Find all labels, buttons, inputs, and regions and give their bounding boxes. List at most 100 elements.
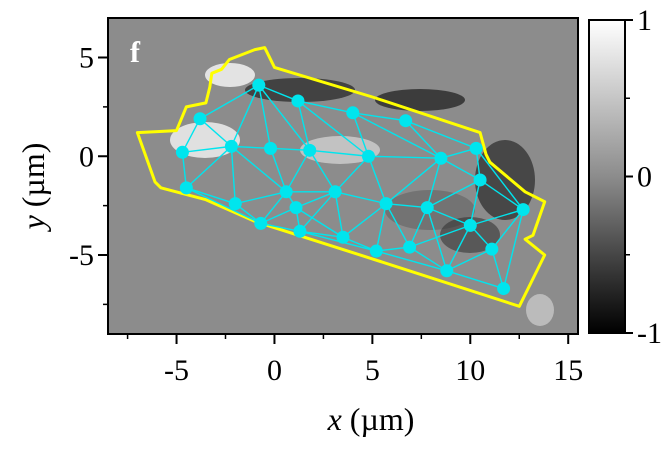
mesh-edges — [181, 84, 524, 290]
mesh-edge — [199, 118, 232, 147]
mesh-edge — [368, 155, 441, 159]
mesh-node — [497, 282, 511, 296]
mesh-edge — [186, 187, 262, 225]
mesh-edge — [295, 191, 336, 209]
mesh-node — [346, 106, 360, 120]
y-tick-label: 0 — [79, 140, 94, 173]
x-tick-label: 10 — [455, 354, 485, 387]
mesh-edge — [231, 145, 271, 150]
mesh-edge — [299, 191, 336, 232]
y-tick-label: -5 — [69, 239, 94, 272]
x-tick-label: 15 — [553, 354, 583, 387]
mesh-edge — [426, 207, 448, 272]
mesh-node — [379, 197, 393, 211]
mesh-node — [252, 78, 266, 92]
mesh-edge — [469, 179, 481, 226]
mesh-edge — [258, 84, 299, 102]
mesh-edge — [408, 207, 428, 248]
mesh-node — [463, 218, 477, 232]
mesh-node — [399, 114, 413, 128]
mesh-node — [485, 242, 499, 256]
mesh-edge — [285, 149, 311, 193]
mesh-edge — [185, 145, 232, 189]
y-axis-variable: y — [15, 214, 51, 232]
mesh-nodes — [175, 78, 530, 296]
heatmap-dark-region — [375, 89, 465, 111]
mesh-edge — [297, 100, 311, 151]
heatmap-image — [108, 18, 578, 334]
heatmap-bright-region — [205, 63, 255, 87]
mesh-edge — [295, 207, 344, 238]
mesh-edge — [199, 84, 260, 120]
mesh-edge — [297, 100, 369, 157]
mesh-edge — [386, 202, 428, 209]
mesh-node — [469, 141, 483, 155]
mesh-node — [279, 185, 293, 199]
mesh-edge — [502, 209, 524, 289]
mesh-node — [420, 201, 434, 215]
mesh-node — [264, 141, 278, 155]
mesh-node — [516, 203, 530, 217]
mesh-edge — [342, 203, 387, 238]
y-axis-title: y (µm) — [15, 143, 51, 233]
mesh-node — [291, 94, 305, 108]
mesh-edge — [352, 112, 406, 122]
mesh-node — [228, 197, 242, 211]
mesh-edge — [475, 147, 524, 211]
mesh-edge — [479, 179, 524, 211]
y-axis: 5 0 -5 — [69, 42, 108, 306]
heatmap-bright-region — [526, 294, 554, 326]
mesh-node — [303, 143, 317, 157]
mesh-edge — [309, 149, 336, 193]
mesh-node — [179, 181, 193, 195]
mesh-node — [175, 145, 189, 159]
mesh-edge — [409, 246, 448, 272]
mesh-edge — [182, 145, 232, 153]
heatmap-dark-region — [440, 217, 500, 253]
mesh-edge — [426, 179, 481, 209]
mesh-edge — [440, 157, 481, 181]
mesh-edge — [446, 270, 504, 290]
colorbar-tick-label: -1 — [637, 317, 662, 350]
mesh-edge — [309, 149, 369, 157]
x-tick-label: 5 — [365, 354, 380, 387]
y-axis-unit: (µm) — [15, 143, 51, 216]
mesh-edge — [491, 248, 505, 289]
mesh-edge — [367, 156, 387, 204]
y-tick-label: 5 — [79, 42, 94, 75]
colorbar-ticks: 1 0 -1 — [625, 4, 662, 350]
mesh-node — [473, 173, 487, 187]
mesh-edge — [385, 157, 442, 205]
mesh-node — [293, 224, 307, 238]
mesh-edge — [297, 100, 353, 114]
mesh-edge — [299, 230, 344, 238]
mesh-edge — [260, 222, 301, 232]
mesh-edge — [230, 84, 260, 147]
mesh-edge — [470, 208, 524, 227]
plot-frame — [107, 17, 579, 335]
colorbar-tick-label: 0 — [637, 161, 652, 194]
mesh-edge — [258, 84, 311, 151]
mesh-edge — [334, 155, 369, 193]
mesh-edge — [446, 225, 471, 272]
mesh-edge — [230, 145, 287, 193]
mesh-edge — [376, 250, 447, 272]
mesh-node — [434, 151, 448, 165]
mesh-node — [289, 201, 303, 215]
x-axis: -5 0 5 10 15 — [126, 334, 583, 387]
mesh-node — [403, 240, 417, 254]
mesh-edge — [409, 224, 471, 248]
x-tick-label: -5 — [164, 354, 189, 387]
mesh-edge — [335, 191, 387, 205]
mesh-node — [254, 216, 268, 230]
mesh-edge — [352, 112, 370, 157]
mesh-edge — [230, 146, 236, 204]
mesh-node — [328, 185, 342, 199]
mesh-edge — [186, 187, 236, 205]
mesh-node — [193, 112, 207, 126]
mesh-edge — [235, 191, 287, 205]
mesh-edge — [270, 147, 310, 152]
mesh-node — [369, 244, 383, 258]
mesh-edge — [405, 120, 442, 159]
